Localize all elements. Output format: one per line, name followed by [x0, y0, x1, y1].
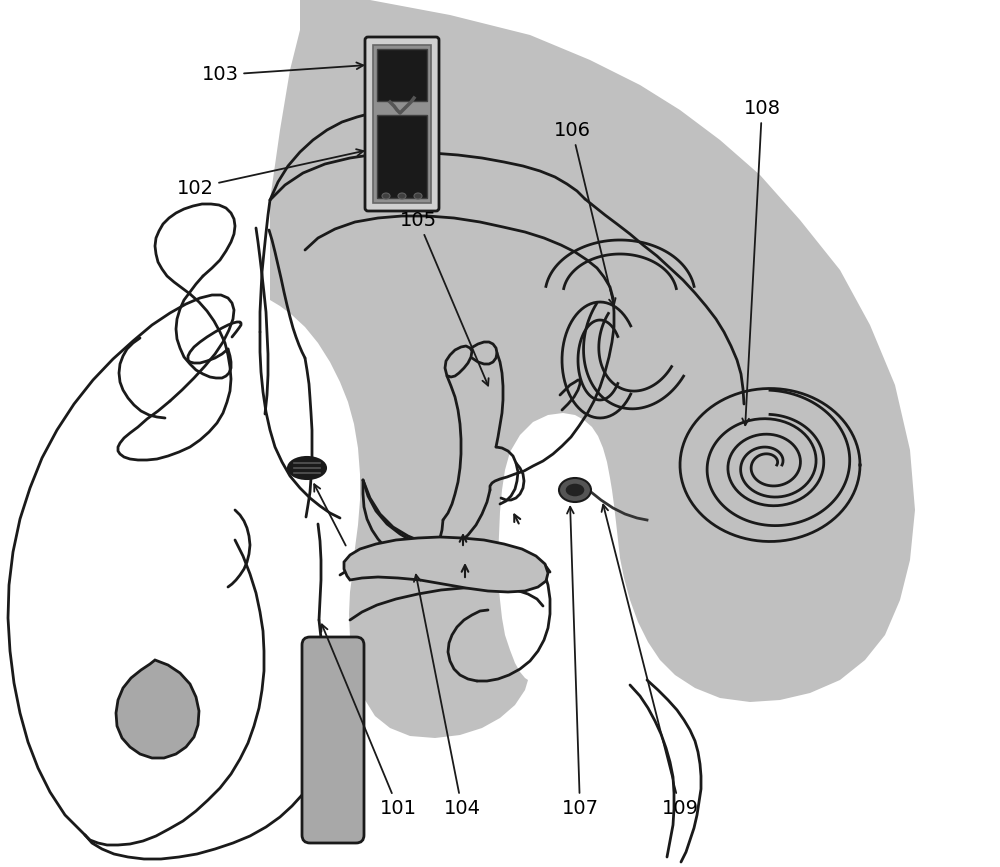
Text: 101: 101: [321, 624, 416, 818]
FancyBboxPatch shape: [377, 115, 427, 198]
FancyBboxPatch shape: [365, 37, 439, 211]
Ellipse shape: [288, 457, 326, 479]
Text: 105: 105: [399, 211, 489, 386]
Ellipse shape: [414, 193, 422, 199]
Polygon shape: [116, 660, 199, 758]
Text: 102: 102: [176, 149, 363, 198]
Ellipse shape: [382, 193, 390, 199]
Text: 108: 108: [742, 99, 780, 425]
FancyBboxPatch shape: [302, 637, 364, 843]
Ellipse shape: [559, 478, 591, 502]
Ellipse shape: [565, 483, 585, 497]
Polygon shape: [344, 537, 548, 592]
Polygon shape: [270, 0, 915, 738]
FancyBboxPatch shape: [373, 45, 431, 203]
FancyBboxPatch shape: [377, 49, 427, 101]
Text: 107: 107: [562, 507, 598, 818]
Text: 109: 109: [602, 505, 698, 818]
Text: 103: 103: [202, 62, 363, 84]
Text: 104: 104: [414, 575, 480, 818]
Text: 106: 106: [554, 121, 616, 305]
Ellipse shape: [398, 193, 406, 199]
